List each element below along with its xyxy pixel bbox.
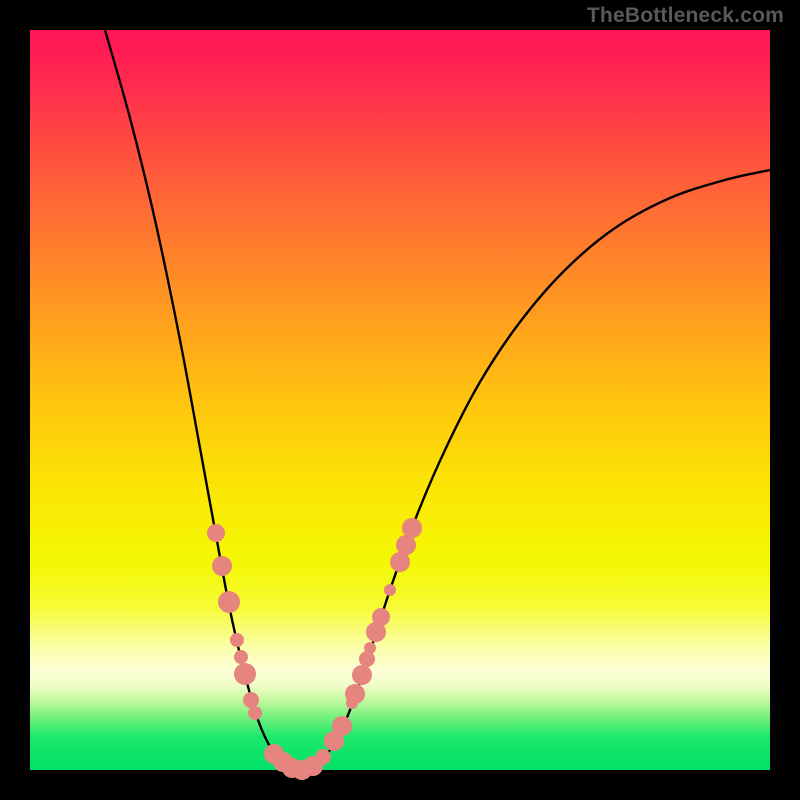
- data-marker: [234, 663, 256, 685]
- data-marker: [230, 633, 244, 647]
- data-marker: [345, 684, 365, 704]
- chart-svg: [30, 30, 770, 770]
- data-marker: [243, 692, 259, 708]
- data-marker: [248, 706, 262, 720]
- data-marker: [207, 524, 225, 542]
- data-marker: [384, 584, 396, 596]
- data-marker: [234, 650, 248, 664]
- bottleneck-curve: [105, 30, 770, 769]
- data-marker: [402, 518, 422, 538]
- watermark-text: TheBottleneck.com: [587, 4, 784, 28]
- data-marker: [372, 608, 390, 626]
- data-marker: [218, 591, 240, 613]
- plot-area: [30, 30, 770, 770]
- data-marker: [396, 535, 416, 555]
- data-marker: [315, 749, 331, 765]
- data-marker: [364, 642, 376, 654]
- data-marker: [212, 556, 232, 576]
- chart-root: { "type": "line", "watermark": { "text":…: [0, 0, 800, 800]
- data-marker: [332, 716, 352, 736]
- data-marker: [390, 552, 410, 572]
- data-marker: [352, 665, 372, 685]
